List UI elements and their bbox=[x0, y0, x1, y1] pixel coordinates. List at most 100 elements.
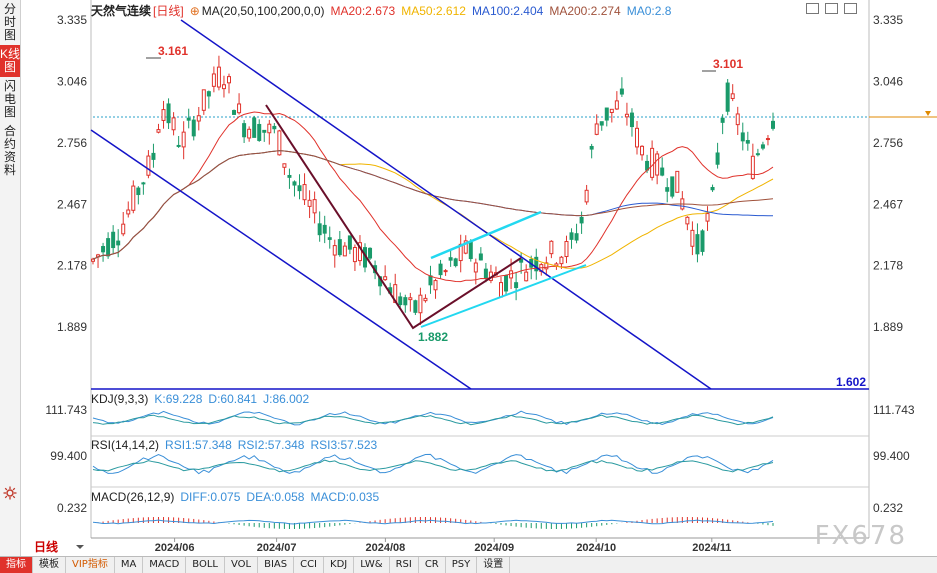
kline-chart[interactable]: 3.335 3.335 3.046 3.046 2.756 2.756 2.467 2.467… bbox=[21, 0, 937, 556]
pane-axis-label: 0.232 bbox=[873, 501, 903, 515]
candle-body bbox=[534, 256, 539, 272]
sidebar-tab-0[interactable]: 分时图 bbox=[0, 0, 20, 45]
macd-title: MACD(26,12,9) bbox=[91, 490, 175, 504]
candle-body bbox=[544, 262, 549, 270]
candle-body bbox=[327, 237, 332, 240]
ma20-line bbox=[92, 111, 774, 283]
sidebar-tab-1[interactable]: K线图 bbox=[0, 45, 20, 77]
instrument-title: 天然气连续 bbox=[91, 4, 152, 18]
candle-body bbox=[141, 182, 146, 185]
price-label-right: 3.335 bbox=[873, 13, 903, 27]
indicator-tab-cr[interactable]: CR bbox=[419, 557, 446, 573]
indicator-tab-指标[interactable]: 指标 bbox=[0, 557, 33, 573]
candle-body bbox=[750, 155, 755, 179]
legend-value: MA100:2.404 bbox=[471, 4, 544, 18]
legend-value: DEA:0.058 bbox=[246, 490, 305, 504]
candle-body bbox=[116, 240, 121, 246]
zoom-in-button[interactable] bbox=[825, 3, 838, 14]
candle-body bbox=[126, 209, 131, 215]
x-axis-label: 2024/11 bbox=[692, 542, 731, 554]
indicator-tab-模板[interactable]: 模板 bbox=[33, 557, 66, 573]
candle-body bbox=[221, 84, 226, 90]
candle-body bbox=[146, 155, 151, 176]
candle-body bbox=[101, 246, 106, 253]
candle-body bbox=[272, 125, 277, 130]
indicator-tab-设置[interactable]: 设置 bbox=[477, 557, 511, 573]
candle-body bbox=[357, 242, 362, 262]
candle-body bbox=[171, 117, 176, 131]
candle-body bbox=[287, 174, 292, 178]
channel-upper-line bbox=[180, 19, 712, 390]
candle-body bbox=[745, 140, 750, 144]
candle-body bbox=[418, 294, 423, 314]
legend-value: MACD:0.035 bbox=[310, 490, 380, 504]
candle-body bbox=[715, 152, 720, 165]
legend-value: K:69.228 bbox=[154, 392, 203, 406]
rsi-title: RSI(14,14,2) bbox=[91, 438, 160, 452]
candle-body bbox=[186, 117, 191, 121]
main-legend: 天然气连续 [日线] ⊕ MA(20,50,100,200,0,0) MA20:2.67… bbox=[91, 2, 683, 19]
rsi-legend: RSI(14,14,2) RSI1:57.348 RSI2:57.348 RSI3:5… bbox=[91, 438, 389, 452]
zoom-out-button[interactable] bbox=[844, 3, 857, 14]
sidebar-tab-3[interactable]: 合约资料 bbox=[0, 122, 20, 180]
support-label: 1.602 bbox=[836, 375, 866, 389]
cyan-upper-line bbox=[430, 210, 542, 260]
candle-body bbox=[524, 271, 529, 282]
candle-body bbox=[483, 268, 488, 279]
x-axis-label: 2024/09 bbox=[474, 542, 514, 554]
sidebar-tab-label: 合约资料 bbox=[3, 124, 16, 177]
candle-body bbox=[594, 123, 599, 135]
indicator-tab-cci[interactable]: CCI bbox=[294, 557, 325, 573]
indicator-tab-kdj[interactable]: KDJ bbox=[324, 557, 355, 573]
indicator-tabs: 指标 模板 VIP指标 MA MACD BOLL VOL BIAS CCI KDJ LW& RSI CR… bbox=[0, 556, 937, 573]
chart-area[interactable]: 3.335 3.335 3.046 3.046 2.756 2.756 2.467 2.467… bbox=[21, 0, 937, 556]
indicator-tab-macd[interactable]: MACD bbox=[143, 557, 187, 573]
high-label: 3.101 bbox=[713, 57, 743, 71]
candle-body bbox=[700, 230, 705, 252]
indicator-tab-rsi[interactable]: RSI bbox=[390, 557, 419, 573]
indicator-tab-lw&[interactable]: LW& bbox=[354, 557, 390, 573]
add-icon[interactable]: ⊕ bbox=[189, 4, 200, 18]
legend-value: RSI2:57.348 bbox=[237, 438, 305, 452]
candle-body bbox=[619, 88, 624, 95]
indicator-tab-vip指标[interactable]: VIP指标 bbox=[66, 557, 115, 573]
sidebar-tab-label: 闪电图 bbox=[3, 79, 16, 119]
candle-body bbox=[332, 245, 337, 256]
ma-params: MA(20,50,100,200,0,0) bbox=[201, 4, 325, 18]
candle-body bbox=[232, 110, 237, 115]
period-selector[interactable]: 日线 bbox=[22, 538, 88, 556]
candle-body bbox=[725, 82, 730, 112]
pane-axis-label: 99.400 bbox=[50, 449, 87, 463]
indicator-tab-psy[interactable]: PSY bbox=[446, 557, 478, 573]
indicator-tab-ma[interactable]: MA bbox=[115, 557, 144, 573]
candle-body bbox=[433, 280, 438, 291]
candle-body bbox=[277, 130, 282, 156]
candle-body bbox=[629, 112, 634, 128]
candle-body bbox=[176, 144, 181, 147]
candle-body bbox=[604, 107, 609, 121]
candle-body bbox=[312, 199, 317, 214]
indicator-tab-bias[interactable]: BIAS bbox=[258, 557, 295, 573]
candle-body bbox=[468, 241, 473, 260]
sidebar: 分时图 K线图闪电图合约资料 bbox=[0, 0, 21, 556]
kdj-title: KDJ(9,3,3) bbox=[91, 392, 149, 406]
restore-button[interactable] bbox=[806, 3, 819, 14]
sidebar-tab-label: 分时图 bbox=[3, 2, 16, 42]
price-label-left: 2.756 bbox=[57, 136, 87, 150]
candle-body bbox=[499, 282, 503, 298]
candle-body bbox=[685, 216, 690, 225]
candle-body bbox=[408, 297, 413, 301]
settings-icon[interactable] bbox=[3, 486, 17, 500]
candle-body bbox=[428, 275, 433, 286]
legend-value: RSI3:57.523 bbox=[310, 438, 378, 452]
candle-body bbox=[262, 129, 267, 133]
indicator-tab-vol[interactable]: VOL bbox=[225, 557, 259, 573]
candle-body bbox=[740, 132, 745, 142]
legend-value: RSI1:57.348 bbox=[165, 438, 232, 452]
candle-body bbox=[413, 300, 418, 313]
pane-axis-label: 111.743 bbox=[45, 403, 87, 417]
candle-body bbox=[322, 224, 327, 234]
price-label-right: 2.467 bbox=[873, 197, 903, 211]
indicator-tab-boll[interactable]: BOLL bbox=[186, 557, 225, 573]
sidebar-tab-2[interactable]: 闪电图 bbox=[0, 77, 20, 122]
